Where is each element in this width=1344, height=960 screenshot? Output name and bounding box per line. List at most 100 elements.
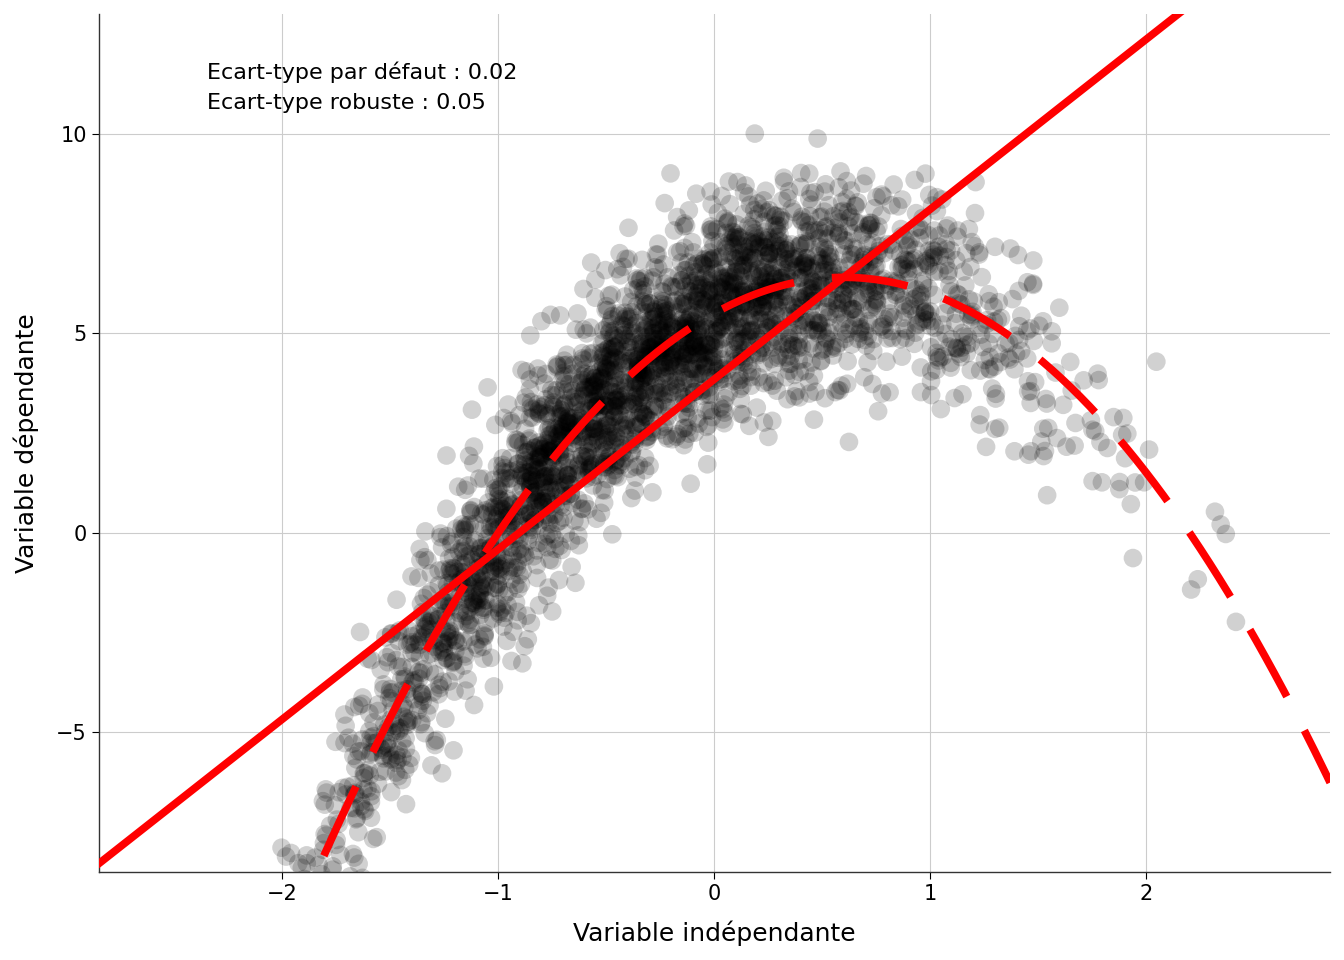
Point [892, 298, 914, 313]
Point [926, 346, 948, 361]
Point [603, 409, 625, 424]
Point [462, 595, 484, 611]
Point [698, 350, 719, 366]
Point [723, 350, 745, 366]
Point [839, 276, 860, 292]
Point [437, 634, 458, 649]
Point [509, 541, 531, 557]
Point [638, 296, 660, 311]
Point [628, 398, 649, 414]
Point [720, 235, 742, 251]
Point [542, 497, 563, 513]
Point [747, 262, 769, 277]
Point [820, 321, 841, 336]
Point [570, 411, 591, 426]
Point [1064, 416, 1086, 431]
Point [632, 340, 653, 355]
Point [461, 569, 482, 585]
Point [626, 375, 648, 391]
Point [641, 485, 663, 500]
Point [585, 290, 606, 305]
Point [680, 276, 702, 291]
Point [450, 521, 472, 537]
Point [685, 361, 707, 376]
Point [801, 293, 823, 308]
Point [896, 323, 918, 338]
Point [538, 444, 559, 459]
Point [540, 483, 562, 498]
Point [609, 415, 630, 430]
Point [755, 293, 777, 308]
Point [477, 505, 499, 520]
Point [403, 644, 425, 660]
Point [476, 615, 497, 631]
Point [435, 612, 457, 628]
Point [390, 684, 411, 699]
Point [583, 418, 605, 433]
Point [609, 246, 630, 261]
Point [591, 420, 613, 435]
Point [757, 252, 778, 267]
Point [449, 603, 470, 618]
Point [329, 848, 351, 863]
Point [391, 750, 413, 765]
Point [708, 279, 730, 295]
Point [598, 429, 620, 444]
Point [456, 591, 477, 607]
Point [796, 224, 817, 239]
Point [466, 570, 488, 586]
Point [964, 294, 985, 309]
Point [718, 174, 739, 189]
Point [370, 764, 391, 780]
Point [581, 254, 602, 270]
Point [694, 358, 715, 373]
Point [1060, 383, 1082, 398]
Point [452, 613, 473, 629]
Point [481, 500, 503, 516]
Point [622, 420, 644, 435]
Point [589, 455, 610, 470]
Point [378, 719, 399, 734]
Point [798, 374, 820, 390]
Point [378, 655, 399, 670]
Point [308, 874, 329, 889]
Point [852, 176, 874, 191]
Point [833, 247, 855, 262]
Point [376, 736, 398, 752]
Point [526, 462, 547, 477]
Point [673, 296, 695, 311]
Point [372, 748, 394, 763]
Point [487, 600, 508, 615]
Point [579, 320, 601, 335]
Point [628, 411, 649, 426]
Point [954, 277, 976, 293]
Point [809, 209, 831, 225]
Point [730, 354, 751, 370]
Point [864, 284, 886, 300]
Point [441, 537, 462, 552]
Point [765, 297, 786, 312]
Point [745, 236, 766, 252]
Point [551, 542, 573, 558]
Point [859, 265, 880, 280]
Point [813, 342, 835, 357]
Point [667, 426, 688, 442]
Point [542, 480, 563, 495]
Point [946, 341, 968, 356]
Point [655, 370, 676, 385]
Point [719, 197, 741, 212]
Point [874, 311, 895, 326]
Point [590, 399, 612, 415]
Point [667, 305, 688, 321]
Point [583, 420, 605, 436]
Point [442, 743, 464, 758]
Point [380, 752, 402, 767]
Point [625, 470, 646, 486]
Point [573, 406, 594, 421]
Point [296, 855, 317, 871]
Point [648, 261, 669, 276]
Point [606, 261, 628, 276]
Point [587, 396, 609, 412]
Point [952, 387, 973, 402]
Point [832, 280, 853, 296]
